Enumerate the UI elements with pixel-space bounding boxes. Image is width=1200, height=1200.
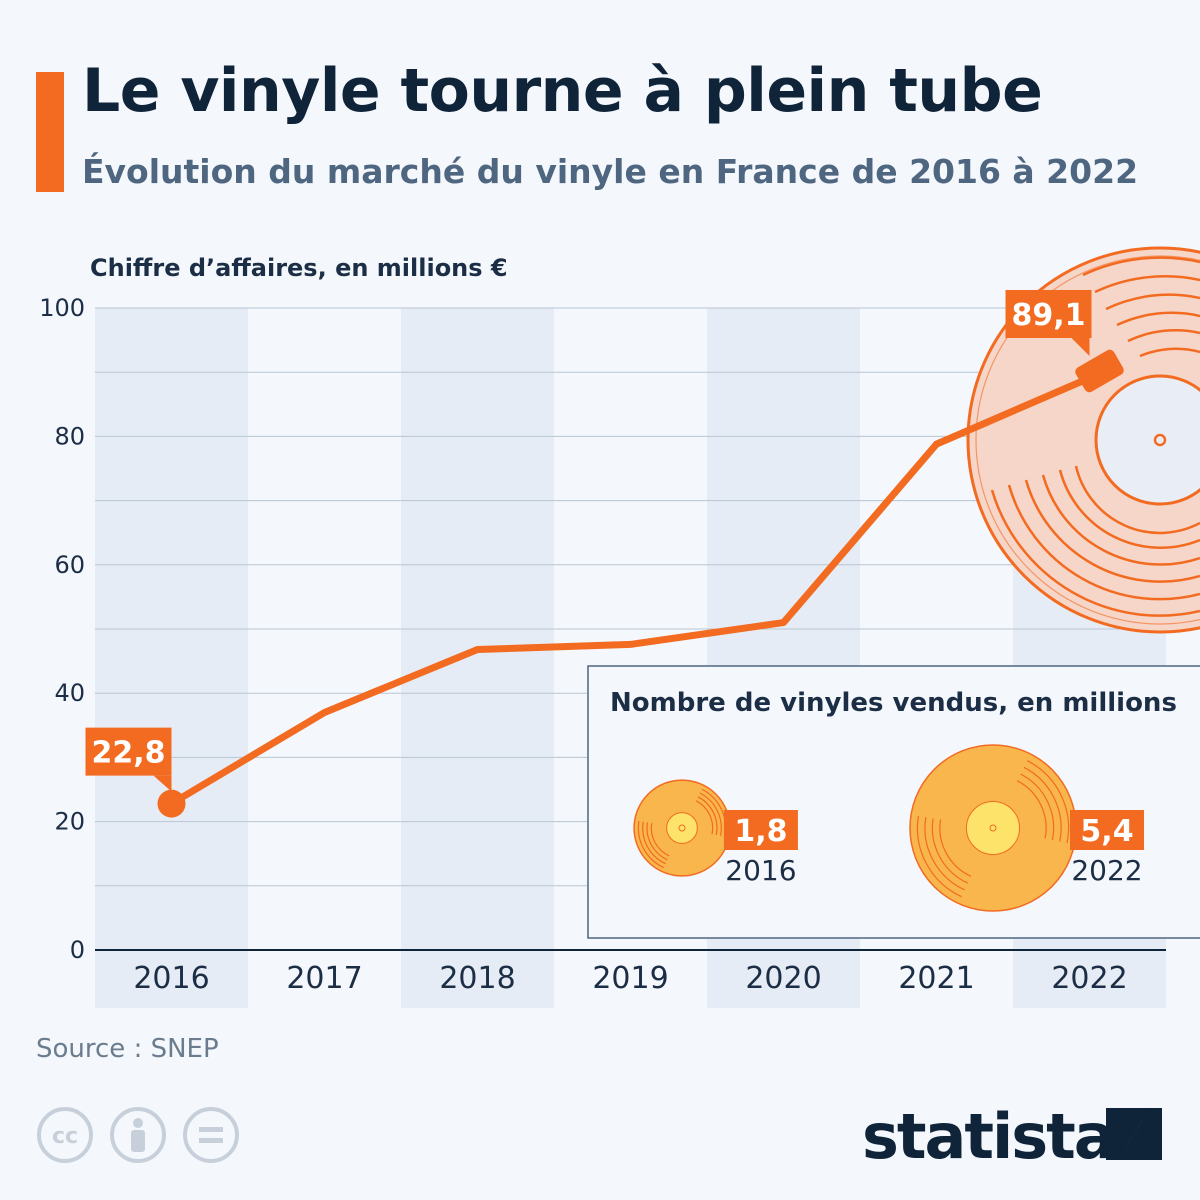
- svg-text:cc: cc: [52, 1124, 78, 1149]
- value-label-box-2022: [1070, 810, 1144, 850]
- no-derivatives-icon[interactable]: [183, 1107, 239, 1163]
- end-point-marker: [1075, 349, 1124, 393]
- inset-year-label-2022: 2022: [1071, 854, 1142, 887]
- x-tick-labels: 2016 2017 2018 2019 2020 2021 2022: [133, 961, 1127, 996]
- y-tick-label: 20: [54, 808, 85, 836]
- inset-year-label-2016: 2016: [725, 854, 796, 887]
- column-band-2016: [95, 308, 248, 1008]
- license-icons: cc: [37, 1107, 239, 1163]
- y-tick-label: 0: [70, 936, 85, 964]
- big-record-icon: [966, 246, 1200, 634]
- x-tick-label: 2017: [286, 961, 362, 996]
- y-tick-label: 80: [54, 422, 85, 450]
- y-axis-label: Chiffre d’affaires, en millions €: [90, 254, 508, 282]
- y-tick-labels: 0 20 40 60 80 100: [39, 294, 85, 964]
- attribution-icon[interactable]: [110, 1107, 166, 1163]
- statista-brand: statista: [862, 1100, 1116, 1173]
- page-title: Le vinyle tourne à plein tube: [82, 56, 1043, 126]
- y-tick-label: 40: [54, 679, 85, 707]
- column-band-2018: [401, 308, 554, 1008]
- source-note: Source : SNEP: [36, 1034, 219, 1064]
- x-tick-label: 2018: [439, 961, 515, 996]
- accent-bar: [36, 72, 64, 192]
- vinyl-disc-2016: [633, 779, 731, 877]
- series-line-revenue: [168, 374, 1093, 808]
- data-label-last: 89,1: [1005, 289, 1092, 356]
- value-label-box-2016: [723, 810, 798, 850]
- value-label-2016: 1,8: [734, 814, 787, 849]
- x-tick-label: 2016: [133, 961, 209, 996]
- start-point-marker: [157, 789, 186, 818]
- inset-title: Nombre de vinyles vendus, en millions: [610, 688, 1177, 718]
- x-tick-label: 2019: [592, 961, 668, 996]
- data-label-first-text: 22,8: [91, 736, 165, 771]
- y-tick-label: 60: [54, 551, 85, 579]
- x-tick-label: 2020: [745, 961, 821, 996]
- x-tick-label: 2022: [1051, 961, 1127, 996]
- statista-logo-icon: [1106, 1108, 1162, 1160]
- cc-icon[interactable]: cc: [37, 1107, 93, 1163]
- value-label-2022: 5,4: [1080, 814, 1133, 849]
- data-label-last-text: 89,1: [1011, 298, 1085, 333]
- data-label-first: 22,8: [85, 727, 172, 792]
- x-tick-label: 2021: [898, 961, 974, 996]
- inset-discs: 1,8 2016 5,4 2022: [633, 744, 1144, 912]
- y-tick-label: 100: [39, 294, 85, 322]
- vinyl-disc-2022: [909, 744, 1077, 912]
- page-subtitle: Évolution du marché du vinyle en France …: [82, 152, 1139, 191]
